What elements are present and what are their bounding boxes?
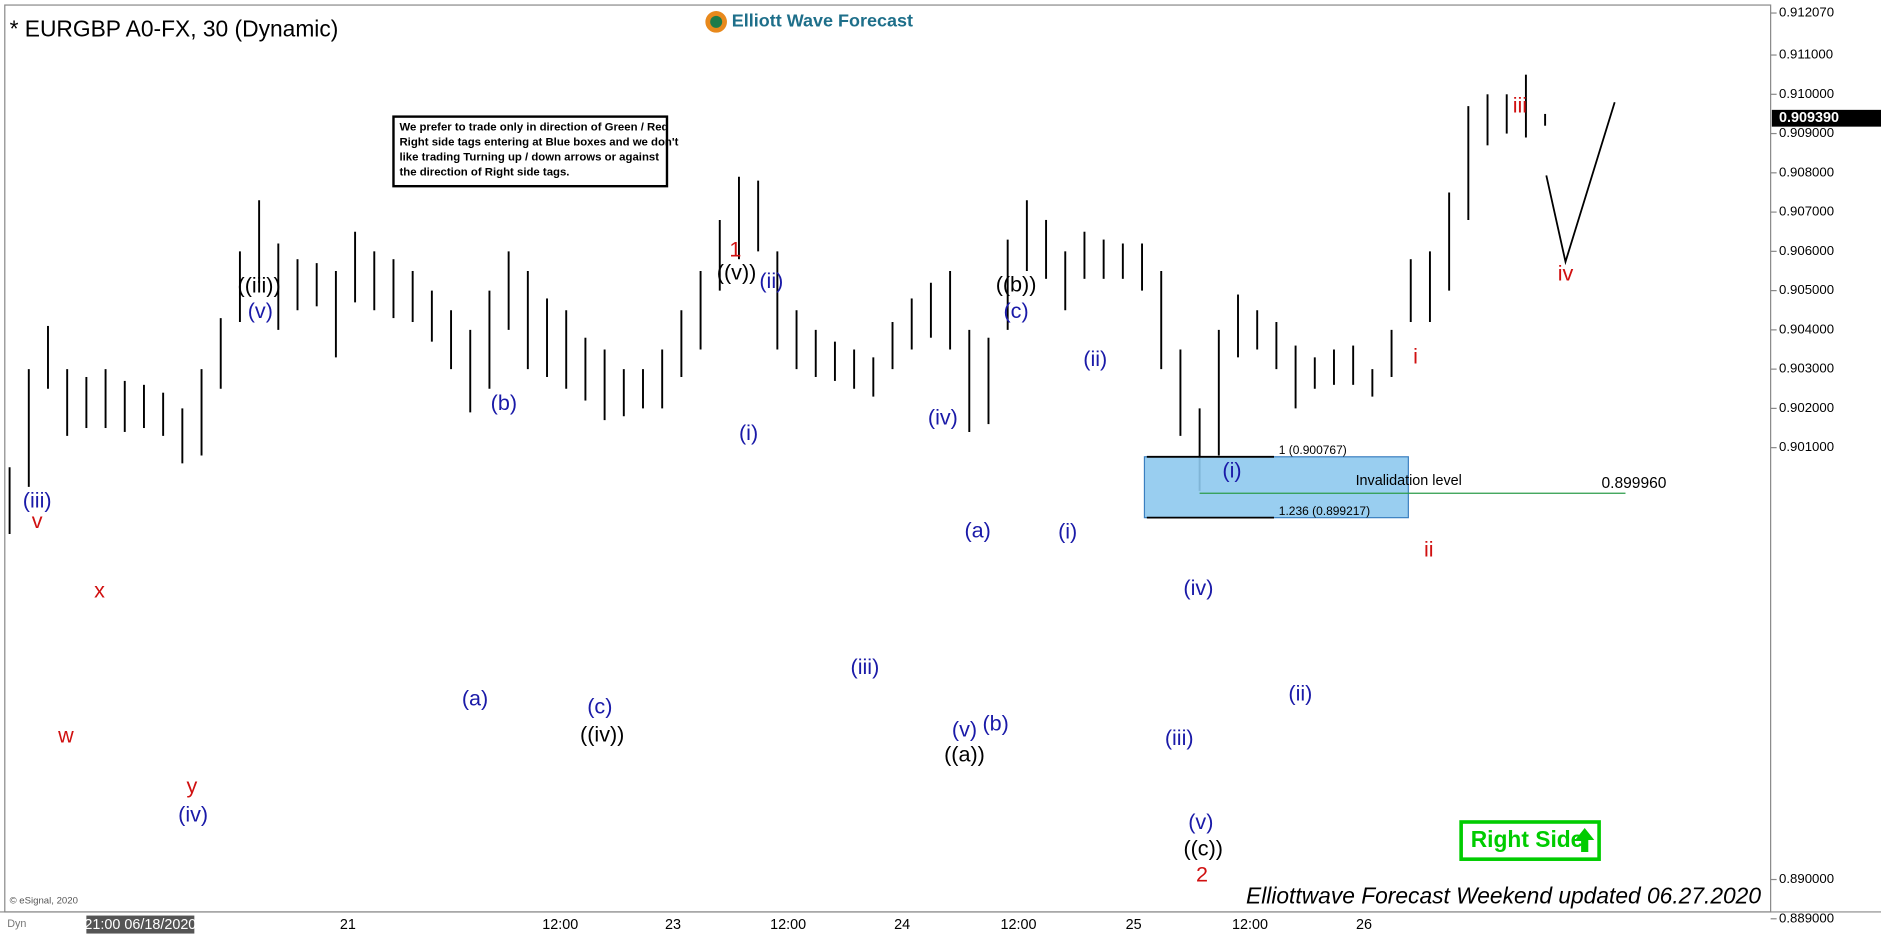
wave-label: v <box>32 508 43 533</box>
wave-label: ((a)) <box>944 742 985 767</box>
right-side-text: Right Side <box>1471 826 1584 852</box>
logo-icon-inner <box>710 15 723 28</box>
wave-label: (i) <box>1058 519 1077 544</box>
copyright: © eSignal, 2020 <box>10 896 78 907</box>
last-price-label: 0.909390 <box>1779 110 1839 126</box>
x-tick-label: 12:00 <box>770 917 806 933</box>
y-tick-label: 0.902000 <box>1779 400 1834 415</box>
y-tick-label: 0.908000 <box>1779 164 1834 179</box>
y-tick-label: 0.906000 <box>1779 243 1834 258</box>
y-tick-label: 0.909000 <box>1779 125 1834 140</box>
wave-label: ((b)) <box>996 271 1037 296</box>
x-tick-label: 12:00 <box>542 917 578 933</box>
wave-label: (a) <box>965 517 991 542</box>
y-tick-label: 0.901000 <box>1779 439 1834 454</box>
invalidation-value: 0.899960 <box>1601 475 1666 492</box>
invalidation-text: Invalidation level <box>1356 473 1462 489</box>
x-tick-label: 24 <box>894 917 910 933</box>
wave-label: ((c)) <box>1183 835 1223 860</box>
wave-label: (iv) <box>178 802 208 827</box>
note-text: We prefer to trade only in direction of … <box>399 121 678 178</box>
wave-label: (iii) <box>23 487 52 512</box>
wave-label: i <box>1413 343 1418 368</box>
annotations: 1 (0.900767) 1.236 (0.899217) Invalidation… <box>23 93 1667 887</box>
y-tick-label: 0.911000 <box>1779 47 1833 62</box>
fib-label: 1.236 (0.899217) <box>1279 504 1370 518</box>
footer: Elliottwave Forecast Weekend updated 06.… <box>1246 883 1761 909</box>
dyn-label: Dyn <box>7 918 26 930</box>
wave-label: (b) <box>982 711 1008 736</box>
chart-title: * EURGBP A0-FX, 30 (Dynamic) <box>10 15 339 41</box>
wave-label: (ii) <box>1288 681 1312 706</box>
y-tick-label: 0.890000 <box>1779 871 1834 886</box>
y-tick-label: 0.912070 <box>1779 5 1834 20</box>
wave-label: (c) <box>587 694 612 719</box>
wave-label: (ii) <box>759 268 783 293</box>
x-tick-label: 21 <box>340 917 356 933</box>
x-tick-label: 23 <box>665 917 681 933</box>
right-side-tag <box>1459 820 1601 861</box>
wave-label: ii <box>1424 537 1434 562</box>
wave-label: (c) <box>1003 298 1028 323</box>
wave-label: (b) <box>491 390 517 415</box>
wave-label: 1 <box>729 237 741 262</box>
fib-label: 1 (0.900767) <box>1279 443 1347 457</box>
y-tick-label: 0.904000 <box>1779 321 1834 336</box>
note-line: the direction of Right side tags. <box>399 166 569 178</box>
y-tick-label: 0.905000 <box>1779 282 1834 297</box>
wave-label: (iv) <box>928 405 958 430</box>
wave-label: (iii) <box>1165 725 1194 750</box>
wave-label: ((iii)) <box>238 273 281 298</box>
wave-label: (v) <box>952 717 977 742</box>
wave-label: 2 <box>1196 862 1208 887</box>
y-tick-label: 0.889000 <box>1779 910 1834 925</box>
x-tick-label: 12:00 <box>1000 917 1036 933</box>
wave-label: (a) <box>462 685 488 710</box>
wave-label: x <box>94 577 105 602</box>
price-bars <box>8 74 1547 535</box>
wave-label: (i) <box>739 420 758 445</box>
up-arrow <box>1575 827 1595 852</box>
wave-label: iii <box>1513 93 1527 118</box>
y-tick-label: 0.907000 <box>1779 204 1834 219</box>
wave-label: y <box>187 773 198 798</box>
x-tick-label: 21:00 06/18/2020 <box>84 917 196 933</box>
wave-label: (v) <box>248 298 273 323</box>
blue-box <box>1143 456 1409 519</box>
x-label-bg <box>86 915 195 934</box>
projection-path <box>1545 101 1616 266</box>
wave-label: (ii) <box>1083 346 1107 371</box>
wave-label: (iii) <box>851 654 880 679</box>
wave-label: (v) <box>1188 809 1213 834</box>
wave-label: ((iv)) <box>580 721 624 746</box>
logo-text: Elliott Wave Forecast <box>732 11 913 31</box>
x-tick-label: 26 <box>1356 917 1372 933</box>
x-tick-label: 12:00 <box>1232 917 1268 933</box>
wave-label: (i) <box>1222 457 1241 482</box>
y-tick-label: 0.903000 <box>1779 361 1834 376</box>
wave-label: iv <box>1558 261 1574 286</box>
note-line: like trading Turning up / down arrows or… <box>399 151 659 163</box>
note-line: We prefer to trade only in direction of … <box>399 121 668 133</box>
note-line: Right side tags entering at Blue boxes a… <box>399 136 678 148</box>
grid: 0.889000 0.890000 0.901000 0.902000 0.903000… <box>84 5 1881 934</box>
wave-label: ((v)) <box>717 259 757 284</box>
wave-label: (iv) <box>1183 575 1213 600</box>
y-tick-label: 0.910000 <box>1779 86 1834 101</box>
wave-label: w <box>57 723 74 748</box>
last-price-box <box>1771 109 1881 127</box>
x-tick-label: 25 <box>1126 917 1142 933</box>
note-box <box>392 115 669 188</box>
